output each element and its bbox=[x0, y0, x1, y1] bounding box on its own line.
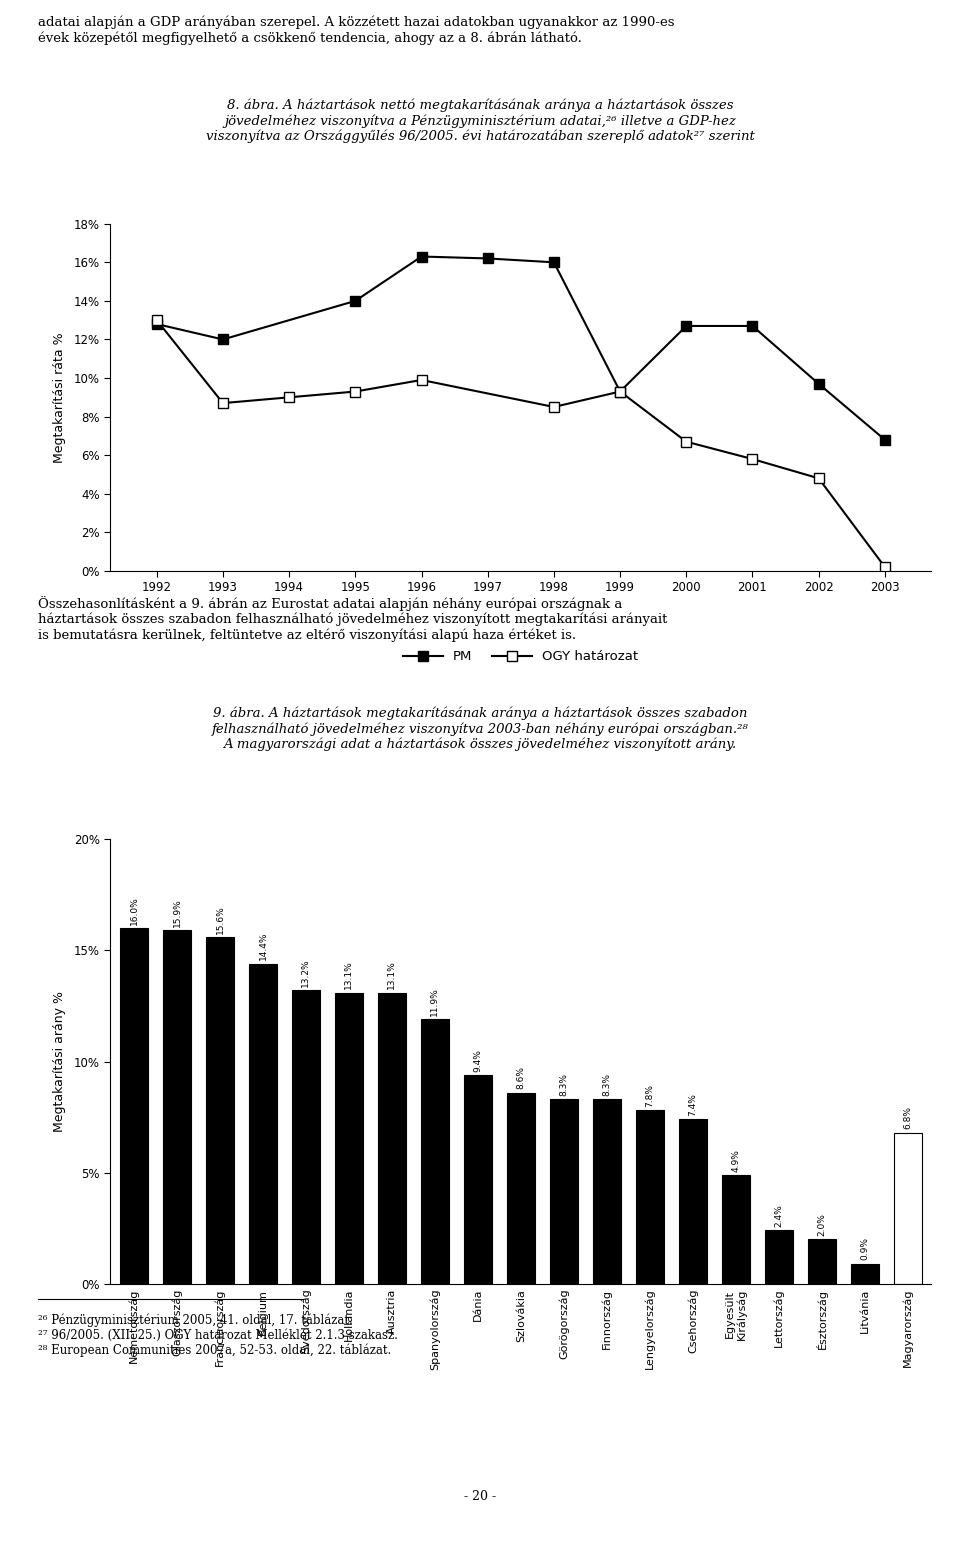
Bar bbox=[592, 1099, 621, 1284]
Text: 13.1%: 13.1% bbox=[388, 961, 396, 989]
Text: 9. ábra. A háztartások megtakarításának aránya a háztartások összes szabadon
fel: 9. ábra. A háztartások megtakarításának … bbox=[211, 707, 749, 751]
Bar bbox=[163, 930, 191, 1284]
Bar bbox=[894, 1133, 922, 1284]
Text: 6.8%: 6.8% bbox=[903, 1106, 912, 1129]
Bar bbox=[206, 937, 234, 1284]
Bar bbox=[464, 1075, 492, 1284]
Bar bbox=[420, 1020, 449, 1284]
Text: 16.0%: 16.0% bbox=[130, 896, 138, 924]
Text: 7.4%: 7.4% bbox=[688, 1092, 697, 1116]
Text: 11.9%: 11.9% bbox=[430, 988, 440, 1015]
Text: 8. ábra. A háztartások nettó megtakarításának aránya a háztartások összes
jövede: 8. ábra. A háztartások nettó megtakarítá… bbox=[205, 99, 755, 143]
Text: 2.0%: 2.0% bbox=[817, 1213, 827, 1236]
Text: 9.4%: 9.4% bbox=[473, 1049, 482, 1071]
Text: Összehasonlításként a 9. ábrán az Eurostat adatai alapján néhány európai országn: Összehasonlításként a 9. ábrán az Eurost… bbox=[38, 596, 668, 642]
Bar bbox=[120, 929, 148, 1284]
Bar bbox=[851, 1264, 878, 1284]
Legend: PM, OGY határozat: PM, OGY határozat bbox=[397, 645, 644, 668]
Bar bbox=[807, 1239, 835, 1284]
Text: 2.4%: 2.4% bbox=[774, 1205, 783, 1227]
Text: - 20 -: - 20 - bbox=[464, 1491, 496, 1503]
Bar bbox=[249, 964, 276, 1284]
Bar bbox=[679, 1119, 707, 1284]
Text: 7.8%: 7.8% bbox=[645, 1085, 654, 1108]
Y-axis label: Megtakarítási ráta %: Megtakarítási ráta % bbox=[53, 332, 65, 463]
Bar bbox=[292, 991, 320, 1284]
Text: 0.9%: 0.9% bbox=[860, 1237, 869, 1261]
Bar bbox=[765, 1230, 793, 1284]
Text: 4.9%: 4.9% bbox=[732, 1148, 740, 1171]
Bar bbox=[550, 1099, 578, 1284]
Text: 15.9%: 15.9% bbox=[173, 898, 181, 927]
Bar bbox=[378, 992, 406, 1284]
Bar bbox=[507, 1092, 535, 1284]
Bar bbox=[335, 992, 363, 1284]
Text: 13.2%: 13.2% bbox=[301, 958, 310, 988]
Text: 15.6%: 15.6% bbox=[215, 906, 225, 934]
Text: 8.6%: 8.6% bbox=[516, 1066, 525, 1089]
Text: adatai alapján a GDP arányában szerepel. A közzétett hazai adatokban ugyanakkor : adatai alapján a GDP arányában szerepel.… bbox=[38, 15, 675, 45]
Text: 13.1%: 13.1% bbox=[345, 961, 353, 989]
Text: 14.4%: 14.4% bbox=[258, 932, 268, 960]
Text: ²⁶ Pénzügyminisztérium 2005, 41. oldal, 17. táblázat.
²⁷ 96/2005. (XII. 25.) OGY: ²⁶ Pénzügyminisztérium 2005, 41. oldal, … bbox=[38, 1313, 398, 1358]
Y-axis label: Megtakarítási arány %: Megtakarítási arány % bbox=[53, 991, 65, 1133]
Text: 8.3%: 8.3% bbox=[602, 1072, 612, 1096]
Text: 8.3%: 8.3% bbox=[560, 1072, 568, 1096]
Bar bbox=[636, 1111, 663, 1284]
Bar bbox=[722, 1174, 750, 1284]
